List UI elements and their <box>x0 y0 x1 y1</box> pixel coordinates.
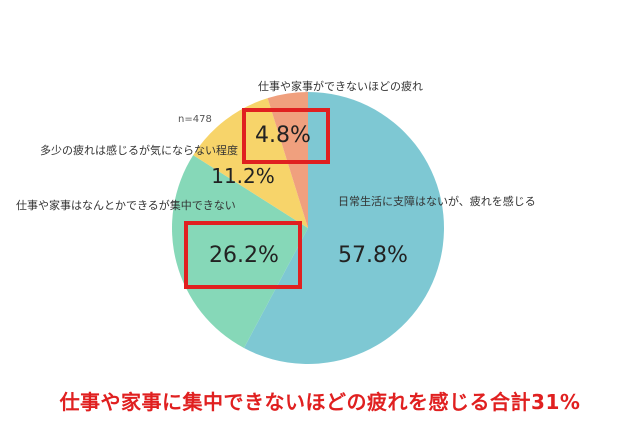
slice-value-cannot-concentrate: 26.2% <box>209 243 279 268</box>
highlight-box-cannot-concentrate <box>184 221 302 289</box>
sample-size-label: n=478 <box>178 114 212 125</box>
headline-summary: 仕事や家事に集中できないほどの疲れを感じる合計31% <box>59 390 581 414</box>
pie-slice-cannot-concentrate <box>171 155 308 348</box>
slice-value-not-bothered: 11.2% <box>211 164 275 188</box>
slice-label-not-bothered: 多少の疲れは感じるが気にならない程度 <box>40 143 238 157</box>
slice-value-cannot-work: 4.8% <box>255 123 311 148</box>
slice-label-cannot-work: 仕事や家事ができないほどの疲れ <box>258 79 423 93</box>
pie-slice-tired-no-impact <box>243 92 444 364</box>
slice-label-tired-no-impact: 日常生活に支障はないが、疲れを感じる <box>338 194 536 208</box>
slice-label-cannot-concentrate: 仕事や家事はなんとかできるが集中できない <box>16 198 236 212</box>
highlight-box-cannot-work <box>242 108 330 164</box>
pie-chart-svg: n=478 仕事や家事ができないほどの疲れ 多少の疲れは感じるが気にならない程度… <box>16 79 536 364</box>
slice-value-tired-no-impact: 57.8% <box>338 243 408 268</box>
